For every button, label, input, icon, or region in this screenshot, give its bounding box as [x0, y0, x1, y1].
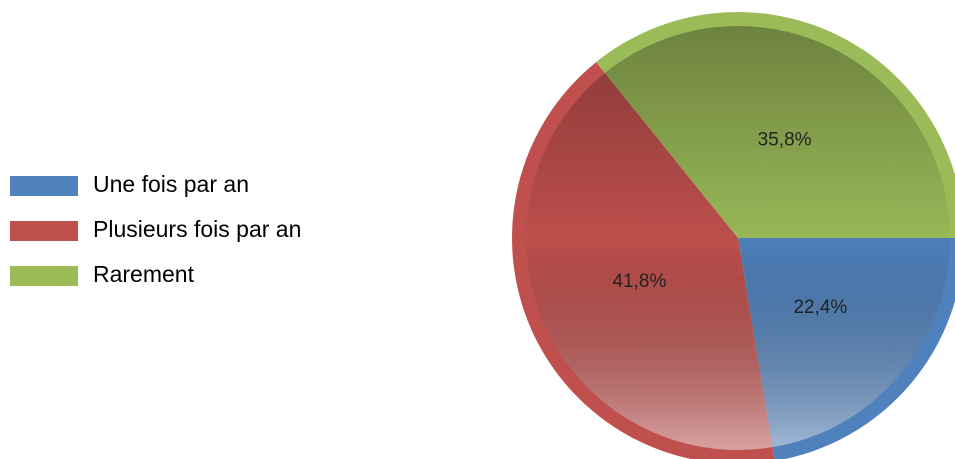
legend-label: Rarement	[93, 261, 195, 287]
data-label: 22,4%	[793, 297, 847, 318]
pie-slice-shade	[604, 26, 950, 238]
pie-slice-shade	[526, 72, 773, 451]
data-label: 35,8%	[758, 130, 812, 151]
legend-label: Plusieurs fois par an	[93, 216, 301, 242]
legend-label: Une fois par an	[93, 171, 249, 197]
legend-swatch	[10, 221, 78, 241]
legend-swatch	[10, 176, 78, 196]
pie-slice-shade	[738, 238, 950, 448]
legend-swatch	[10, 266, 78, 286]
data-label: 41,8%	[612, 271, 666, 292]
